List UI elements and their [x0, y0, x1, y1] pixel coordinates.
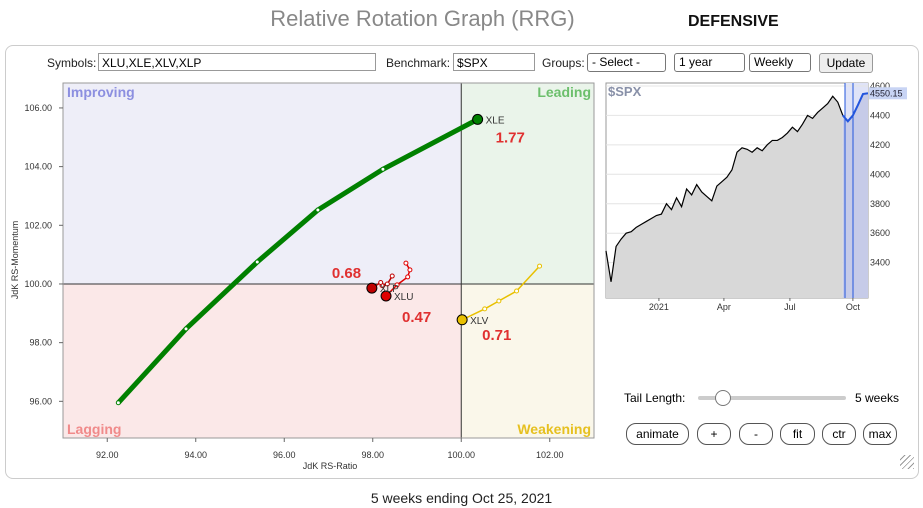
- footer: 5 weeks ending Oct 25, 2021: [370, 490, 553, 506]
- series-name: XLP: [380, 284, 399, 295]
- benchmark-input[interactable]: $SPX: [453, 53, 535, 71]
- slider-knob[interactable]: [715, 390, 731, 406]
- x-tick-label: Jul: [784, 302, 796, 312]
- groups-select[interactable]: - Select -: [587, 53, 666, 72]
- quadrant-improving: [63, 83, 462, 284]
- update-button[interactable]: Update: [819, 53, 873, 73]
- y-tick-label: 96.00: [29, 396, 52, 406]
- x-tick-label: 102.00: [536, 450, 564, 460]
- symbols-input[interactable]: XLU,XLE,XLV,XLP: [98, 53, 376, 71]
- x-axis-label: JdK RS-Ratio: [303, 461, 358, 471]
- y-tick-label: 3800: [870, 199, 890, 209]
- head-point: [380, 290, 392, 302]
- area-fill: [842, 93, 868, 298]
- last-price: 4550.15: [870, 88, 903, 98]
- tail-point: [407, 267, 413, 273]
- series-annotation: 0.71: [482, 327, 511, 344]
- x-tick-label: 92.00: [96, 450, 119, 460]
- y-tick-label: 106.00: [24, 103, 52, 113]
- x-tick-label: Apr: [717, 302, 731, 312]
- tail-point: [315, 207, 321, 213]
- series-name: XLE: [486, 115, 505, 126]
- tail-point: [384, 281, 390, 287]
- price-line: [605, 95, 844, 282]
- tail-line: [116, 117, 479, 405]
- mini-title: $SPX: [608, 84, 642, 99]
- tail-point: [405, 274, 411, 280]
- x-tick-label: 98.00: [361, 450, 384, 460]
- x-tick-label: 100.00: [447, 450, 475, 460]
- y-tick-label: 100.00: [24, 279, 52, 289]
- y-tick-label: 3400: [870, 258, 890, 268]
- series-name: XLU: [394, 292, 413, 303]
- tail-point: [378, 280, 384, 286]
- y-tick-label: 4200: [870, 140, 890, 150]
- x-tick-label: Oct: [846, 302, 861, 312]
- ctr-button[interactable]: ctr: [822, 423, 856, 445]
- tail-point: [403, 260, 409, 266]
- tail-point: [389, 273, 395, 279]
- quadrant-lagging: [63, 283, 462, 438]
- area-fill: [606, 96, 843, 299]
- resize-handle[interactable]: [900, 455, 914, 469]
- tail-slider[interactable]: [698, 396, 846, 400]
- quadrant-weakening: [461, 283, 594, 438]
- series-annotation: 0.68: [332, 265, 361, 282]
- head-point: [366, 282, 378, 294]
- quadrant-label: Weakening: [517, 421, 591, 437]
- plus-button[interactable]: +: [697, 423, 731, 445]
- period-select[interactable]: 1 year: [674, 53, 745, 72]
- head-point: [456, 314, 468, 326]
- benchmark-label: Benchmark:: [386, 56, 451, 70]
- tail-point: [394, 282, 400, 288]
- series-annotation: 0.47: [402, 309, 431, 326]
- y-tick-label: 104.00: [24, 162, 52, 172]
- max-button[interactable]: max: [863, 423, 897, 445]
- tail-point: [514, 288, 520, 294]
- x-tick-label: 94.00: [184, 450, 207, 460]
- quadrant-leading: [461, 83, 594, 284]
- tail-point: [254, 259, 260, 265]
- y-tick-label: 4600: [870, 81, 890, 91]
- head-point: [472, 113, 484, 125]
- quadrant-label: Leading: [537, 84, 591, 100]
- tail-point: [482, 306, 488, 312]
- symbols-label: Symbols:: [47, 56, 97, 70]
- y-tick-label: 4400: [870, 110, 890, 120]
- group-name: DEFENSIVE: [688, 13, 779, 30]
- y-tick-label: 3600: [870, 228, 890, 238]
- series-name: XLV: [470, 316, 488, 327]
- tail-label: Tail Length:: [624, 391, 686, 405]
- quadrant-label: Lagging: [67, 421, 121, 437]
- price-line: [842, 92, 869, 123]
- tail-point: [115, 400, 121, 406]
- x-tick-label: 96.00: [273, 450, 296, 460]
- tail-point: [380, 166, 386, 172]
- y-tick-label: 98.00: [29, 338, 52, 348]
- y-axis-label: JdK RS-Momentum: [10, 221, 20, 300]
- series-annotation: 1.77: [496, 129, 525, 146]
- last-price-bg: [869, 87, 907, 100]
- plot-frame: [62, 82, 595, 439]
- tail-point: [496, 298, 502, 304]
- y-tick-label: 4000: [870, 169, 890, 179]
- groups-label: Groups:: [542, 56, 585, 70]
- quadrant-label: Improving: [67, 84, 135, 100]
- x-tick-label: 2021: [649, 302, 669, 312]
- frequency-select[interactable]: Weekly: [749, 53, 811, 72]
- tail-value: 5 weeks: [855, 391, 900, 405]
- animate-button[interactable]: animate: [626, 423, 689, 445]
- tail-point: [183, 326, 189, 332]
- y-tick-label: 102.00: [24, 220, 52, 230]
- tail-point: [537, 263, 543, 269]
- fit-button[interactable]: fit: [780, 423, 815, 445]
- minus-button[interactable]: -: [739, 423, 773, 445]
- page-title: Relative Rotation Graph (RRG): [270, 6, 575, 31]
